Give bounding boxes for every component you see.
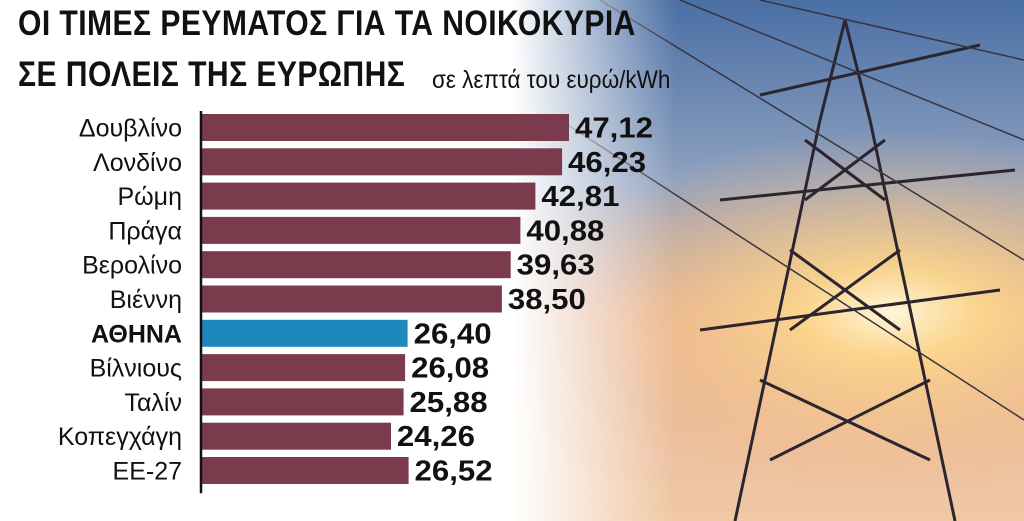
bar: [202, 251, 511, 279]
value-label: 38,50: [508, 284, 586, 316]
category-label: Κοπεγχάγη: [58, 423, 182, 451]
category-label: ΑΘΗΝΑ: [91, 320, 182, 348]
value-label: 26,52: [415, 456, 493, 488]
value-label: 47,12: [575, 113, 653, 145]
value-label: 24,26: [397, 421, 475, 453]
category-label: Πράγα: [108, 217, 182, 245]
bar: [202, 114, 569, 141]
value-label: 26,40: [414, 318, 492, 350]
bars-layer: Δουβλίνο 47,12 Λονδίνο 46,23 Ρώμη 42,81 Πράγα 4…: [58, 113, 653, 488]
chart-title-line1: ΟΙ ΤΙΜΕΣ ΡΕΥΜΑΤΟΣ ΓΙΑ ΤΑ ΝΟΙΚΟΚΥΡΙΑ: [18, 4, 636, 43]
value-label: 39,63: [517, 250, 595, 282]
bar: [202, 182, 536, 210]
bar: [202, 457, 409, 484]
bar: [202, 285, 502, 313]
category-label: Βιέννη: [110, 286, 182, 314]
category-label: Ταλίν: [124, 389, 182, 417]
bar: [202, 354, 406, 382]
category-label: ΕΕ-27: [113, 458, 182, 486]
value-label: 26,08: [411, 353, 489, 385]
category-label: Δουβλίνο: [79, 115, 182, 143]
category-label: Βερολίνο: [82, 252, 182, 280]
category-label: Ρώμη: [117, 183, 182, 211]
bar-highlighted: [202, 319, 408, 347]
category-label: Λονδίνο: [93, 149, 182, 177]
category-label: Βίλνιους: [90, 355, 182, 383]
value-label: 40,88: [526, 215, 604, 247]
bar: [202, 148, 563, 176]
bar: [202, 388, 404, 416]
bar: [202, 422, 391, 450]
value-label: 25,88: [410, 387, 488, 419]
chart-title-line2: ΣΕ ΠΟΛΕΙΣ ΤΗΣ ΕΥΡΩΠΗΣ: [18, 55, 406, 94]
chart-subtitle: σε λεπτά του ευρώ/kWh: [432, 66, 671, 94]
bar: [202, 216, 521, 244]
value-label: 46,23: [568, 147, 646, 179]
value-label: 42,81: [541, 181, 619, 213]
